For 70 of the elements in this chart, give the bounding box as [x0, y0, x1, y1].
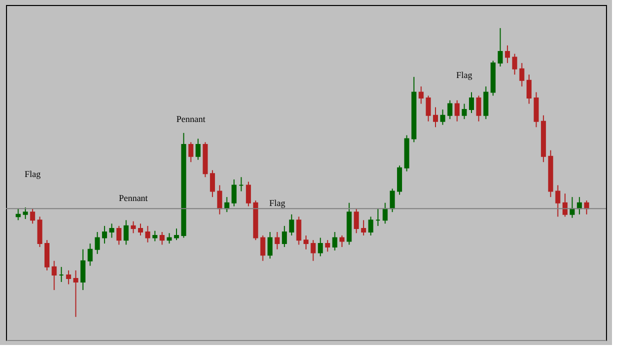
candlestick — [246, 181, 251, 207]
candlestick — [274, 231, 280, 250]
candlestick — [454, 100, 460, 122]
candlestick — [130, 220, 136, 234]
candlestick — [310, 240, 316, 262]
candlestick — [555, 184, 560, 218]
candlestick — [73, 270, 78, 318]
candlestick — [382, 202, 388, 224]
candlestick — [16, 208, 21, 221]
candlestick — [462, 103, 467, 120]
candlestick — [166, 232, 172, 244]
candlestick — [66, 270, 72, 285]
candlestick — [282, 225, 287, 248]
candlestick — [37, 216, 42, 248]
candlestick — [289, 214, 294, 236]
candlestick — [562, 193, 568, 218]
candlestick — [368, 216, 374, 236]
candlestick — [361, 220, 366, 236]
candlestick — [397, 165, 402, 196]
candlestick — [30, 208, 36, 224]
candlestick — [512, 53, 518, 76]
candlestick — [498, 28, 503, 68]
candlestick — [526, 74, 532, 104]
candlestick — [390, 188, 395, 213]
candlestick — [188, 142, 194, 163]
candlestick — [124, 220, 129, 246]
candlestick — [196, 138, 201, 160]
candlestick — [116, 225, 122, 246]
annotation: Flag — [269, 198, 286, 208]
candlestick — [332, 231, 338, 251]
candlestick — [433, 106, 438, 128]
candlestick — [160, 231, 165, 246]
candlestick — [476, 95, 482, 122]
candlestick — [22, 206, 28, 220]
annotation: Flag — [24, 168, 42, 179]
candlestick — [210, 170, 215, 198]
candlestick — [88, 243, 93, 266]
candlestick — [325, 240, 330, 252]
candlestick — [468, 92, 474, 114]
candlestick — [94, 231, 100, 254]
annotation: Pennant — [118, 193, 148, 204]
candlestick — [217, 184, 222, 215]
annotation: Pennant — [176, 114, 206, 124]
candlestick — [483, 86, 488, 120]
candlestick — [519, 62, 524, 87]
candlestick — [268, 231, 273, 260]
candlestick — [174, 228, 179, 241]
candlestick — [109, 223, 114, 238]
candlestick — [570, 196, 575, 218]
candlestick — [504, 44, 510, 64]
candlestick — [260, 234, 266, 262]
candlestick — [354, 208, 359, 234]
candlestick — [304, 234, 308, 250]
candlestick — [152, 230, 158, 242]
candlestick — [102, 225, 108, 244]
candlestick — [232, 178, 237, 207]
candlestick — [440, 109, 446, 126]
candlestick — [426, 95, 431, 122]
candlestick — [447, 100, 452, 120]
candlestick — [80, 248, 86, 291]
candlestick — [296, 216, 302, 246]
candlestick — [339, 234, 344, 248]
annotation: Flag — [456, 70, 473, 80]
candlestick — [145, 225, 150, 243]
candlestick — [534, 92, 539, 128]
candlestick — [52, 260, 57, 291]
candlestick — [318, 237, 323, 257]
candlestick — [44, 240, 50, 271]
candlestick — [418, 86, 424, 104]
candlestick — [138, 223, 144, 236]
